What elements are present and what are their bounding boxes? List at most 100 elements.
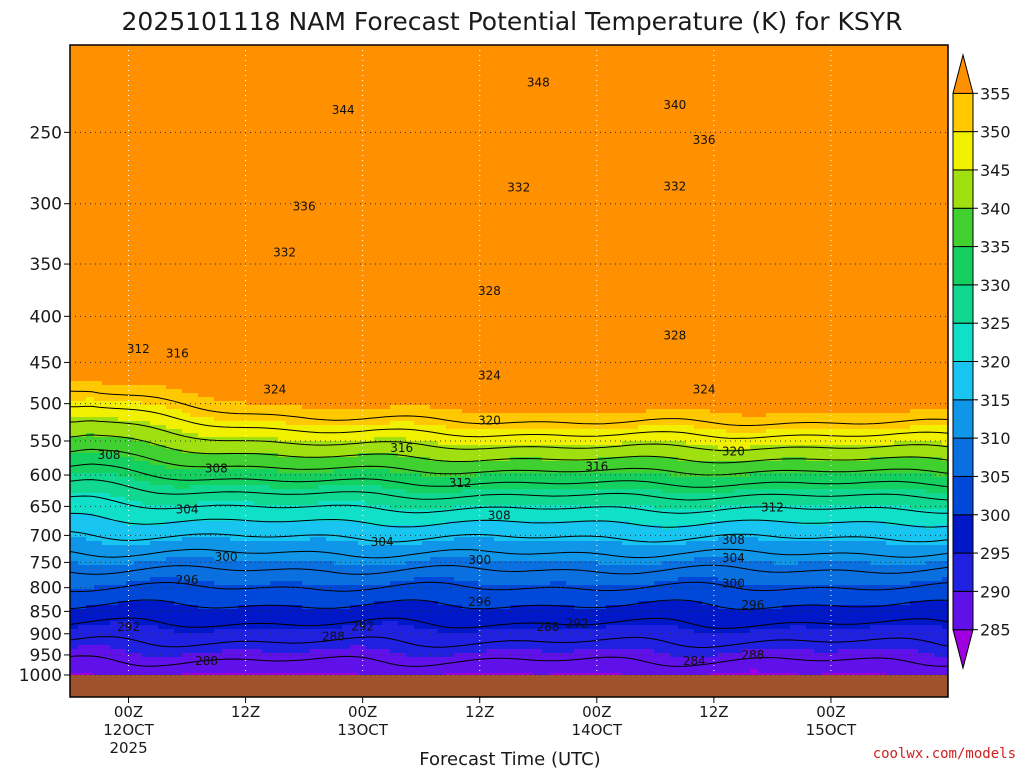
field-cell <box>302 581 391 586</box>
field-cell <box>70 225 948 230</box>
field-cell <box>70 273 948 278</box>
y-axis-ticks: 250 300 350 400 450 500 550 600 650 700 750 800 850 9… <box>19 123 70 686</box>
field-cell <box>70 53 948 58</box>
field-cell <box>198 605 239 610</box>
y-tick-label: 550 <box>30 432 62 452</box>
field-cell <box>174 485 191 490</box>
colorbar-tick-label: 355 <box>980 84 1011 103</box>
x-tick-label: 12Z <box>699 703 728 721</box>
field-cell <box>598 457 679 462</box>
field-cell <box>70 301 948 306</box>
contour-label-text: 344 <box>332 103 355 117</box>
field-cell <box>70 321 948 326</box>
field-cell <box>414 421 948 426</box>
grid-lines <box>70 45 948 676</box>
field-cell <box>70 261 948 266</box>
contour-label: 316 <box>166 347 189 361</box>
field-cell <box>70 501 143 506</box>
field-cell <box>70 65 948 70</box>
field-cell <box>126 581 215 586</box>
field-cell <box>70 665 948 670</box>
contour-label: 328 <box>663 328 686 342</box>
field-cell <box>70 453 119 458</box>
field-cell <box>686 541 887 546</box>
field-cell <box>422 541 623 546</box>
colorbar-tick-label: 290 <box>980 582 1011 601</box>
contour-label-text: 292 <box>351 619 374 633</box>
field-cell <box>134 477 948 482</box>
field-cell <box>70 237 948 242</box>
contour-line <box>70 564 948 575</box>
field-cell <box>70 553 948 558</box>
field-cell <box>70 409 183 414</box>
field-cell <box>70 457 135 462</box>
field-cell <box>70 597 948 602</box>
field-cell <box>934 473 948 478</box>
contour-label-text: 332 <box>663 179 686 193</box>
field-cell <box>70 157 948 162</box>
field-cell <box>70 365 948 370</box>
field-cell <box>70 189 948 194</box>
field-cell <box>166 521 367 526</box>
field-cell <box>350 605 463 610</box>
field-cell <box>654 649 743 654</box>
field-cell <box>406 437 948 442</box>
contour-label-text: 292 <box>566 617 589 631</box>
field-cell <box>374 437 407 442</box>
field-cell <box>110 645 351 650</box>
field-cell <box>86 397 95 402</box>
field-cell <box>70 589 948 594</box>
field-cell <box>438 441 623 446</box>
field-cell <box>478 557 695 562</box>
field-cell <box>70 61 948 66</box>
contour-label-text: 300 <box>722 577 745 591</box>
field-cell <box>214 629 439 634</box>
x-tick-label: 00Z <box>348 703 377 721</box>
field-cell <box>278 453 359 458</box>
field-cell <box>374 601 439 606</box>
contour-label-text: 312 <box>761 501 784 515</box>
y-tick-label: 650 <box>30 497 62 517</box>
field-cell <box>742 649 815 654</box>
field-cell <box>406 561 599 566</box>
y-tick-label: 350 <box>30 255 62 275</box>
colorbar-tick-label: 335 <box>980 238 1011 257</box>
field-cell <box>166 465 948 470</box>
field-cell <box>70 113 948 118</box>
field-cell <box>390 421 415 426</box>
field-cell <box>454 505 655 510</box>
field-cell <box>70 629 175 634</box>
field-cell <box>70 165 948 170</box>
field-cell <box>94 513 948 518</box>
colorbar-segment <box>952 284 974 324</box>
field-cell <box>790 625 807 630</box>
field-cell <box>70 437 135 442</box>
field-cell <box>734 489 927 494</box>
contour-label: 296 <box>176 573 199 587</box>
contour-label-text: 316 <box>585 459 608 473</box>
colorbar-segment <box>952 169 974 209</box>
field-cell <box>70 493 111 498</box>
field-cell <box>350 645 367 650</box>
field-cell <box>694 557 743 562</box>
y-tick-label: 1000 <box>19 666 62 686</box>
field-cell <box>598 561 663 566</box>
field-cell <box>70 217 948 222</box>
field-cell <box>254 501 319 506</box>
contour-label-text: 300 <box>468 553 491 567</box>
field-cell <box>70 93 948 98</box>
field-cell <box>246 401 948 406</box>
contour-label: 288 <box>741 648 764 662</box>
field-cell <box>70 505 391 510</box>
field-cell <box>430 457 511 462</box>
field-cell <box>934 653 948 658</box>
field-cell <box>478 473 671 478</box>
colorbar-segment <box>952 399 974 439</box>
field-cell <box>70 633 948 638</box>
field-cell <box>166 405 303 410</box>
field-cell <box>70 613 948 618</box>
field-cell <box>718 537 759 542</box>
field-cell <box>110 621 135 626</box>
field-cell <box>830 521 887 526</box>
